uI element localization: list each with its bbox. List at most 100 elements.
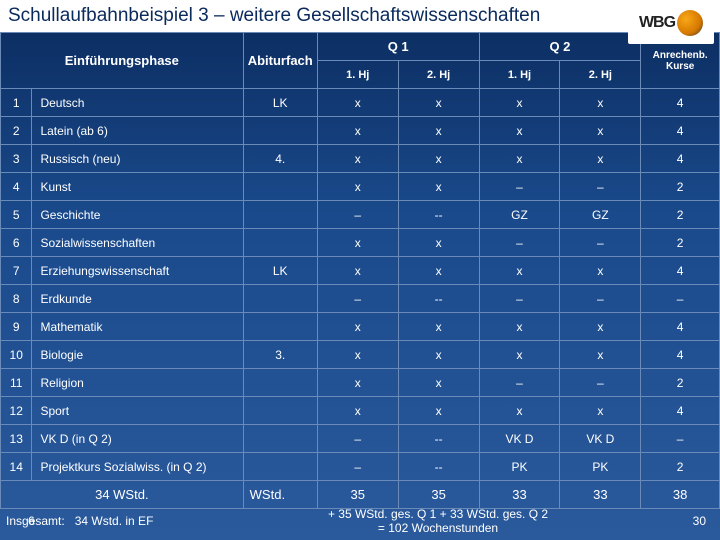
row-q1b: x (398, 341, 479, 369)
row-number: 6 (1, 229, 32, 257)
row-q2a: x (479, 341, 560, 369)
logo-swoosh-icon (677, 10, 703, 36)
hdr-abi: Abiturfach (243, 33, 317, 89)
row-q1b: -- (398, 285, 479, 313)
table-row: 11Religionxx––2 (1, 369, 720, 397)
row-anr: 4 (641, 89, 720, 117)
row-number: 3 (1, 145, 32, 173)
footer-page: 30 (660, 514, 720, 528)
row-subject: Projektkurs Sozialwiss. (in Q 2) (32, 453, 243, 481)
table-row: 10Biologie3.xxxx4 (1, 341, 720, 369)
row-number: 5 (1, 201, 32, 229)
row-subject: Russisch (neu) (32, 145, 243, 173)
row-q2b: – (560, 173, 641, 201)
logo: WBG (628, 2, 714, 44)
row-abi: 4. (243, 145, 317, 173)
hdr-einf: Einführungsphase (1, 33, 244, 89)
table-row: 1DeutschLKxxxx4 (1, 89, 720, 117)
row-anr: 4 (641, 397, 720, 425)
row-q2b: x (560, 257, 641, 285)
row-abi (243, 397, 317, 425)
row-subject: Sport (32, 397, 243, 425)
row-subject: Biologie (32, 341, 243, 369)
row-q1a: – (317, 201, 398, 229)
row-q2b: – (560, 285, 641, 313)
row-q2a: x (479, 257, 560, 285)
row-q1a: x (317, 145, 398, 173)
row-q2b: x (560, 341, 641, 369)
row-q1a: – (317, 285, 398, 313)
row-q2b: VK D (560, 425, 641, 453)
row-q1a: x (317, 89, 398, 117)
row-abi: LK (243, 89, 317, 117)
table-body: 1DeutschLKxxxx42Latein (ab 6)xxxx43Russi… (1, 89, 720, 481)
row-q2b: – (560, 229, 641, 257)
row-anr: – (641, 425, 720, 453)
row-q1a: x (317, 313, 398, 341)
row-q2a: – (479, 285, 560, 313)
row-anr: 2 (641, 173, 720, 201)
row-number: 12 (1, 397, 32, 425)
row-q1b: x (398, 229, 479, 257)
row-q1a: x (317, 397, 398, 425)
row-subject: Latein (ab 6) (32, 117, 243, 145)
row-number: 7 (1, 257, 32, 285)
row-q1a: – (317, 425, 398, 453)
hdr-q1: Q 1 (317, 33, 479, 61)
row-q1b: -- (398, 425, 479, 453)
row-q2a: x (479, 117, 560, 145)
row-q1a: x (317, 257, 398, 285)
row-q1a: x (317, 117, 398, 145)
row-q1a: x (317, 341, 398, 369)
row-q1b: x (398, 397, 479, 425)
row-q2b: x (560, 145, 641, 173)
row-q2a: VK D (479, 425, 560, 453)
row-q1b: x (398, 313, 479, 341)
row-anr: 2 (641, 369, 720, 397)
row-number: 9 (1, 313, 32, 341)
row-q1a: x (317, 369, 398, 397)
row-q2b: x (560, 117, 641, 145)
row-q2b: x (560, 313, 641, 341)
table-row: 7ErziehungswissenschaftLKxxxx4 (1, 257, 720, 285)
row-anr: 2 (641, 453, 720, 481)
row-abi (243, 229, 317, 257)
row-q2a: – (479, 369, 560, 397)
row-number: 10 (1, 341, 32, 369)
row-subject: VK D (in Q 2) (32, 425, 243, 453)
row-subject: Sozialwissenschaften (32, 229, 243, 257)
row-anr: 4 (641, 257, 720, 285)
curriculum-table: Einführungsphase Abiturfach Q 1 Q 2 Anre… (0, 32, 720, 509)
row-q2a: GZ (479, 201, 560, 229)
table-row: 2Latein (ab 6)xxxx4 (1, 117, 720, 145)
row-q2a: – (479, 173, 560, 201)
row-q2b: GZ (560, 201, 641, 229)
hdr-q2: Q 2 (479, 33, 641, 61)
row-anr: 2 (641, 201, 720, 229)
hdr-q2-hj1: 1. Hj (479, 61, 560, 89)
table-header: Einführungsphase Abiturfach Q 1 Q 2 Anre… (1, 33, 720, 89)
row-q1b: x (398, 257, 479, 285)
row-q1a: x (317, 173, 398, 201)
table-row: 9Mathematikxxxx4 (1, 313, 720, 341)
row-q1b: x (398, 369, 479, 397)
row-number: 1 (1, 89, 32, 117)
table-row: 3Russisch (neu)4.xxxx4 (1, 145, 720, 173)
page-title: Schullaufbahnbeispiel 3 – weitere Gesell… (8, 5, 540, 27)
row-subject: Deutsch (32, 89, 243, 117)
row-q2b: – (560, 369, 641, 397)
footer-center: + 35 WStd. ges. Q 1 + 33 WStd. ges. Q 2 … (216, 507, 660, 536)
row-q2b: x (560, 89, 641, 117)
row-subject: Religion (32, 369, 243, 397)
row-subject: Erdkunde (32, 285, 243, 313)
row-abi (243, 285, 317, 313)
row-q1a: – (317, 453, 398, 481)
row-q1b: x (398, 173, 479, 201)
row-abi (243, 201, 317, 229)
row-q1b: x (398, 89, 479, 117)
row-q2b: PK (560, 453, 641, 481)
row-q2a: x (479, 89, 560, 117)
title-bar: Schullaufbahnbeispiel 3 – weitere Gesell… (0, 0, 720, 32)
row-subject: Geschichte (32, 201, 243, 229)
table-row: 6Sozialwissenschaftenxx––2 (1, 229, 720, 257)
